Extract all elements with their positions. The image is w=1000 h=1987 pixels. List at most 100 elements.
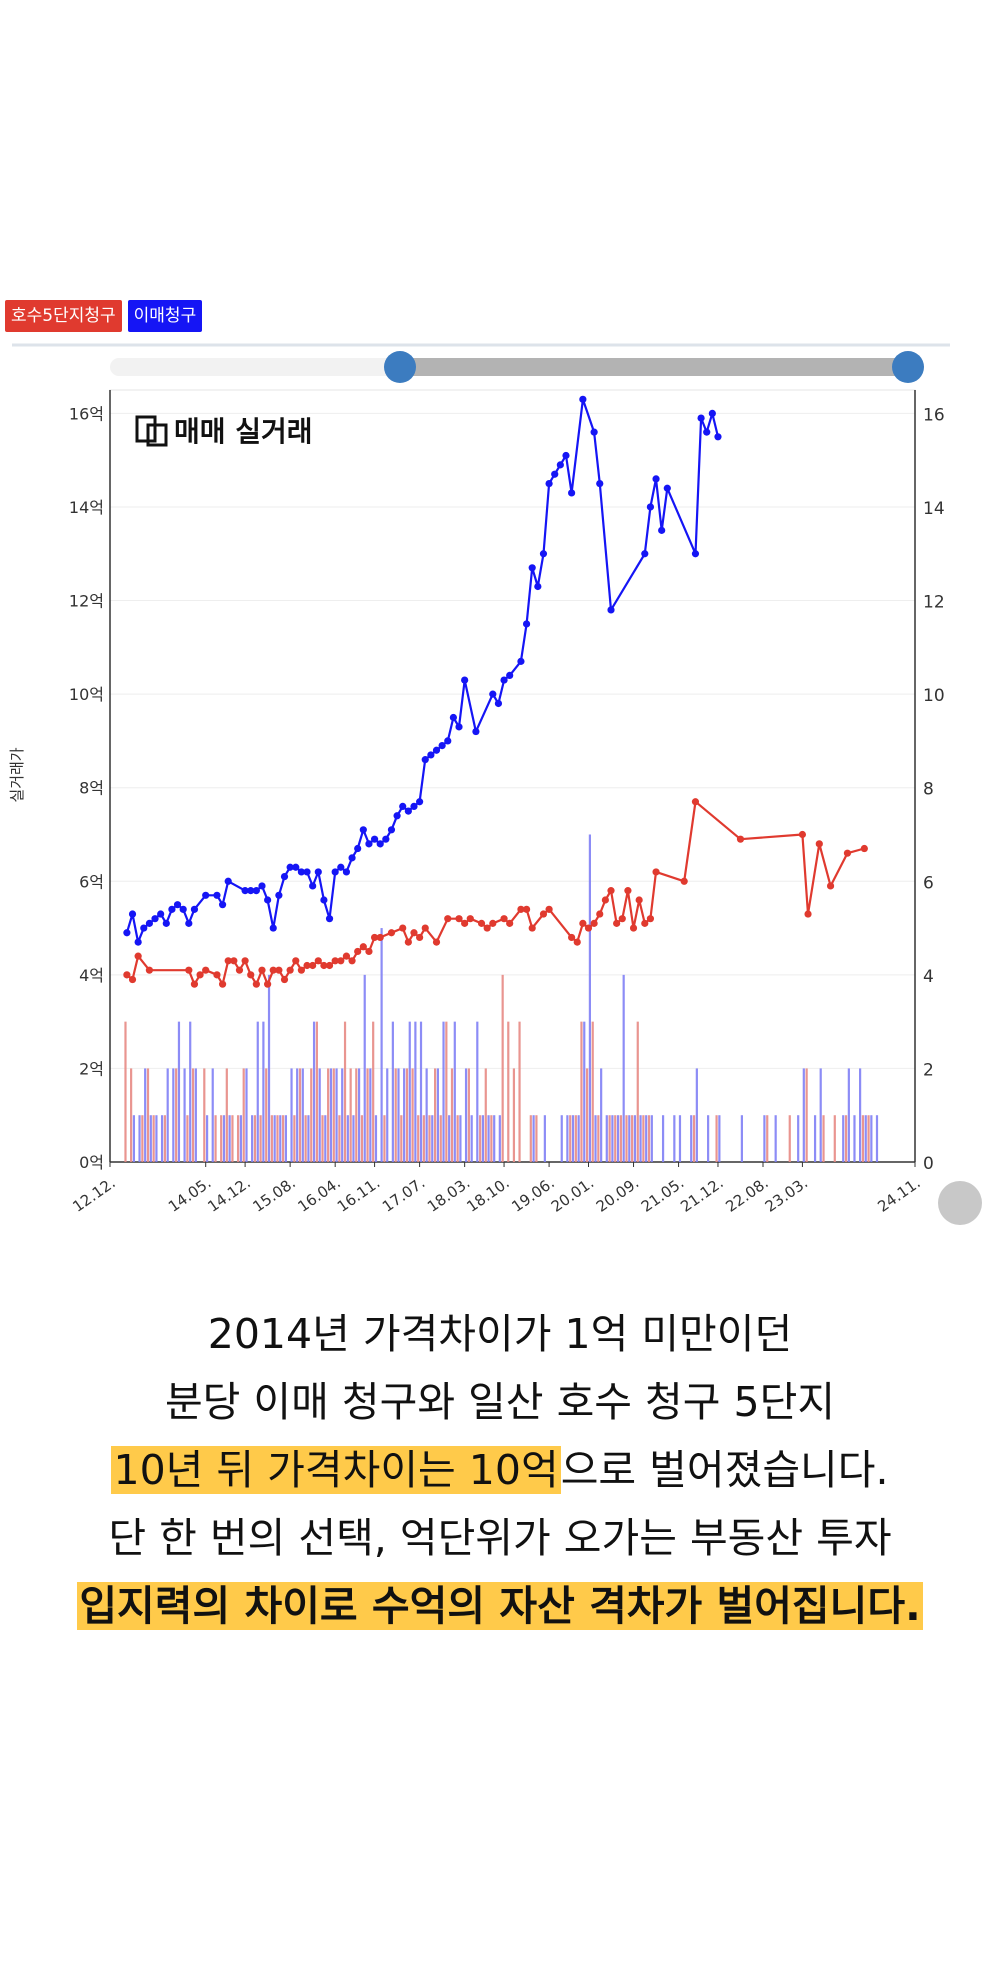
point-imae	[506, 671, 514, 680]
point-imae	[427, 751, 435, 759]
volume-bar-imae	[847, 1068, 850, 1162]
point-hosu	[342, 952, 351, 960]
point-imae	[382, 835, 390, 843]
point-hosu	[202, 966, 210, 974]
scroll-button[interactable]	[938, 1181, 982, 1225]
volume-bar-imae	[369, 1068, 372, 1162]
point-imae	[162, 919, 170, 927]
point-imae	[140, 924, 148, 932]
point-hosu	[798, 830, 807, 839]
volume-bar-imae	[678, 1115, 682, 1162]
volume-bar-hosu	[569, 1115, 572, 1162]
range-slider-left-handle[interactable]	[384, 351, 416, 383]
point-imae	[500, 676, 508, 684]
point-hosu	[736, 835, 745, 843]
point-imae	[185, 919, 193, 927]
point-hosu	[477, 919, 486, 927]
volume-bar-imae	[222, 1115, 226, 1162]
volume-bar-imae	[172, 1068, 175, 1162]
volume-bar-imae	[138, 1115, 141, 1162]
volume-bar-hosu	[484, 1068, 487, 1162]
caption-highlight-1: 10년 뒤 가격차이는 10억	[111, 1446, 561, 1494]
volume-bar-imae	[307, 1115, 310, 1162]
volume-bar-imae	[819, 1068, 822, 1162]
point-imae	[579, 395, 587, 403]
volume-bar-imae	[673, 1115, 676, 1162]
point-imae	[331, 868, 339, 876]
y-tick-right: 12	[923, 593, 945, 613]
volume-bar-hosu	[270, 1115, 273, 1162]
volume-bar-imae	[487, 1115, 490, 1162]
volume-bar-imae	[476, 1021, 479, 1162]
point-imae	[652, 475, 660, 483]
volume-bar-hosu	[450, 1068, 454, 1162]
point-imae	[489, 690, 497, 698]
volume-bar-imae	[639, 1115, 642, 1162]
point-imae	[545, 479, 553, 488]
point-hosu	[247, 971, 255, 979]
volume-bar-hosu	[844, 1115, 848, 1162]
point-imae	[646, 503, 655, 511]
point-imae	[123, 929, 131, 937]
caption: 2014년 가격차이가 1억 미만이던 분당 이매 청구와 일산 호수 청구 5…	[0, 1300, 1000, 1640]
volume-bar-imae	[859, 1068, 862, 1162]
volume-bar-imae	[611, 1115, 614, 1162]
volume-bar-imae	[470, 1115, 473, 1162]
point-imae	[697, 414, 705, 422]
point-hosu	[230, 957, 238, 965]
point-imae	[432, 746, 441, 754]
volume-bar-imae	[622, 974, 625, 1162]
volume-bar-hosu	[422, 1115, 425, 1162]
volume-bar-imae	[650, 1115, 653, 1162]
point-hosu	[365, 947, 373, 956]
volume-bar-hosu	[861, 1115, 865, 1162]
volume-bar-imae	[842, 1115, 845, 1162]
volume-bar-imae	[419, 1021, 423, 1162]
chart-title: 매매 실거래	[174, 415, 313, 448]
range-slider-right-handle[interactable]	[892, 351, 924, 383]
point-imae	[134, 938, 142, 946]
point-imae	[247, 887, 255, 895]
volume-bar-imae	[228, 1115, 231, 1162]
legend-item-hosu[interactable]: 호수5단지청구	[5, 300, 122, 332]
y-tick-left: 14억	[69, 498, 104, 517]
y-tick-right: 10	[923, 686, 945, 706]
volume-bar-hosu	[203, 1068, 206, 1162]
volume-bar-imae	[594, 1115, 597, 1162]
volume-bar-hosu	[186, 1115, 189, 1162]
point-imae	[190, 905, 199, 913]
volume-bar-imae	[459, 1115, 462, 1162]
point-imae	[472, 727, 480, 736]
volume-bar-imae	[431, 1115, 434, 1162]
volume-bar-imae	[296, 1068, 299, 1162]
volume-bar-hosu	[343, 1021, 347, 1162]
y-tick-right: 8	[923, 780, 934, 800]
point-hosu	[506, 919, 514, 927]
x-tick-label: 19.06.	[508, 1174, 557, 1216]
volume-bar-hosu	[293, 1115, 296, 1162]
volume-bar-hosu	[535, 1115, 538, 1162]
y-tick-left: 8억	[79, 779, 104, 798]
volume-bar-hosu	[152, 1115, 155, 1162]
volume-bar-hosu	[321, 1115, 324, 1162]
point-hosu	[646, 915, 655, 923]
volume-bar-imae	[853, 1115, 856, 1162]
volume-bar-imae	[616, 1115, 620, 1162]
point-hosu	[128, 975, 137, 984]
volume-bar-hosu	[265, 1068, 268, 1162]
legend-item-imae[interactable]: 이매청구	[127, 300, 203, 332]
volume-bar-imae	[357, 1068, 361, 1162]
point-hosu	[528, 924, 536, 932]
x-tick-label: 12.12.	[69, 1174, 118, 1216]
point-imae	[157, 910, 165, 918]
y-axis-label: 실거래가	[8, 747, 26, 802]
point-hosu	[607, 887, 615, 895]
volume-bar-imae	[588, 834, 591, 1162]
point-imae	[596, 479, 604, 488]
volume-bar-imae	[560, 1115, 563, 1162]
volume-bar-hosu	[788, 1115, 791, 1162]
volume-bar-imae	[324, 1115, 327, 1162]
point-hosu	[258, 966, 266, 974]
volume-bar-imae	[797, 1115, 800, 1162]
x-tick-label: 16.11.	[334, 1174, 383, 1216]
